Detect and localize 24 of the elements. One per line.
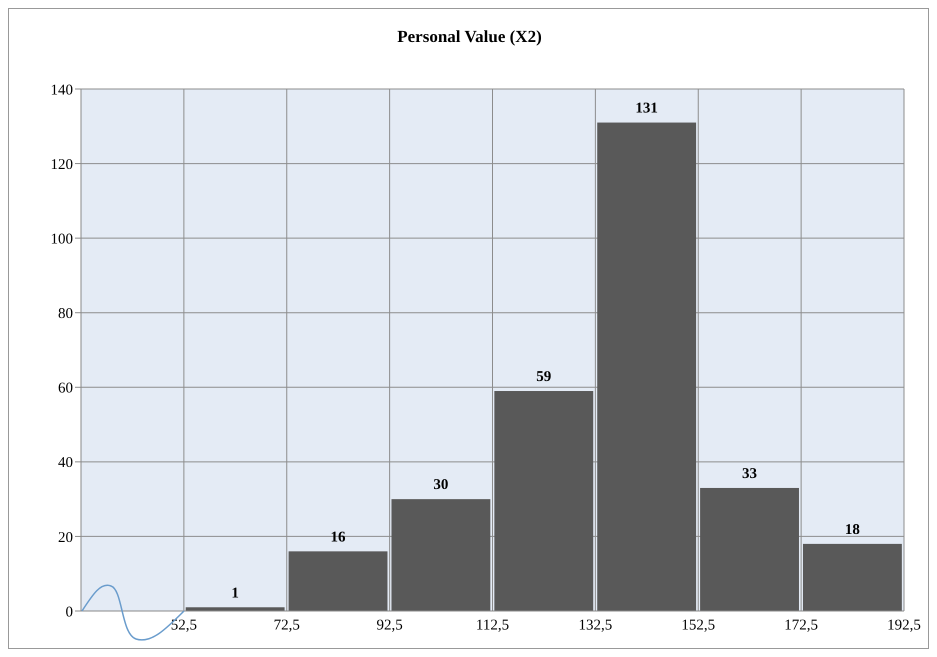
- y-tick-label: 120: [50, 156, 73, 173]
- data-label: 16: [330, 529, 346, 546]
- y-tick-label: 60: [58, 380, 73, 397]
- y-tick-label: 100: [50, 231, 73, 248]
- y-tick-label: 40: [58, 455, 73, 472]
- data-label: 1: [231, 585, 239, 602]
- data-label: 18: [844, 522, 860, 538]
- y-tick-label: 80: [58, 306, 73, 322]
- y-tick-label: 140: [50, 82, 73, 98]
- x-tick-label: 52,5: [170, 618, 197, 634]
- chart-title: Personal Value (X2): [396, 27, 543, 47]
- x-tick-label: 132,5: [578, 618, 612, 634]
- x-tick-label: 192,5: [887, 618, 921, 634]
- data-label: 59: [536, 369, 552, 386]
- x-tick-label: 92,5: [376, 618, 403, 634]
- y-tick-label: 20: [58, 530, 73, 546]
- data-label: 131: [635, 100, 658, 117]
- data-label: 33: [742, 466, 758, 482]
- x-tick-label: 172,5: [784, 618, 818, 634]
- y-tick-label: 0: [66, 604, 73, 620]
- x-tick-label: 112,5: [476, 618, 510, 634]
- x-tick-label: 152,5: [681, 618, 716, 634]
- data-label: 30: [433, 477, 448, 494]
- x-tick-label: 72,5: [274, 618, 300, 634]
